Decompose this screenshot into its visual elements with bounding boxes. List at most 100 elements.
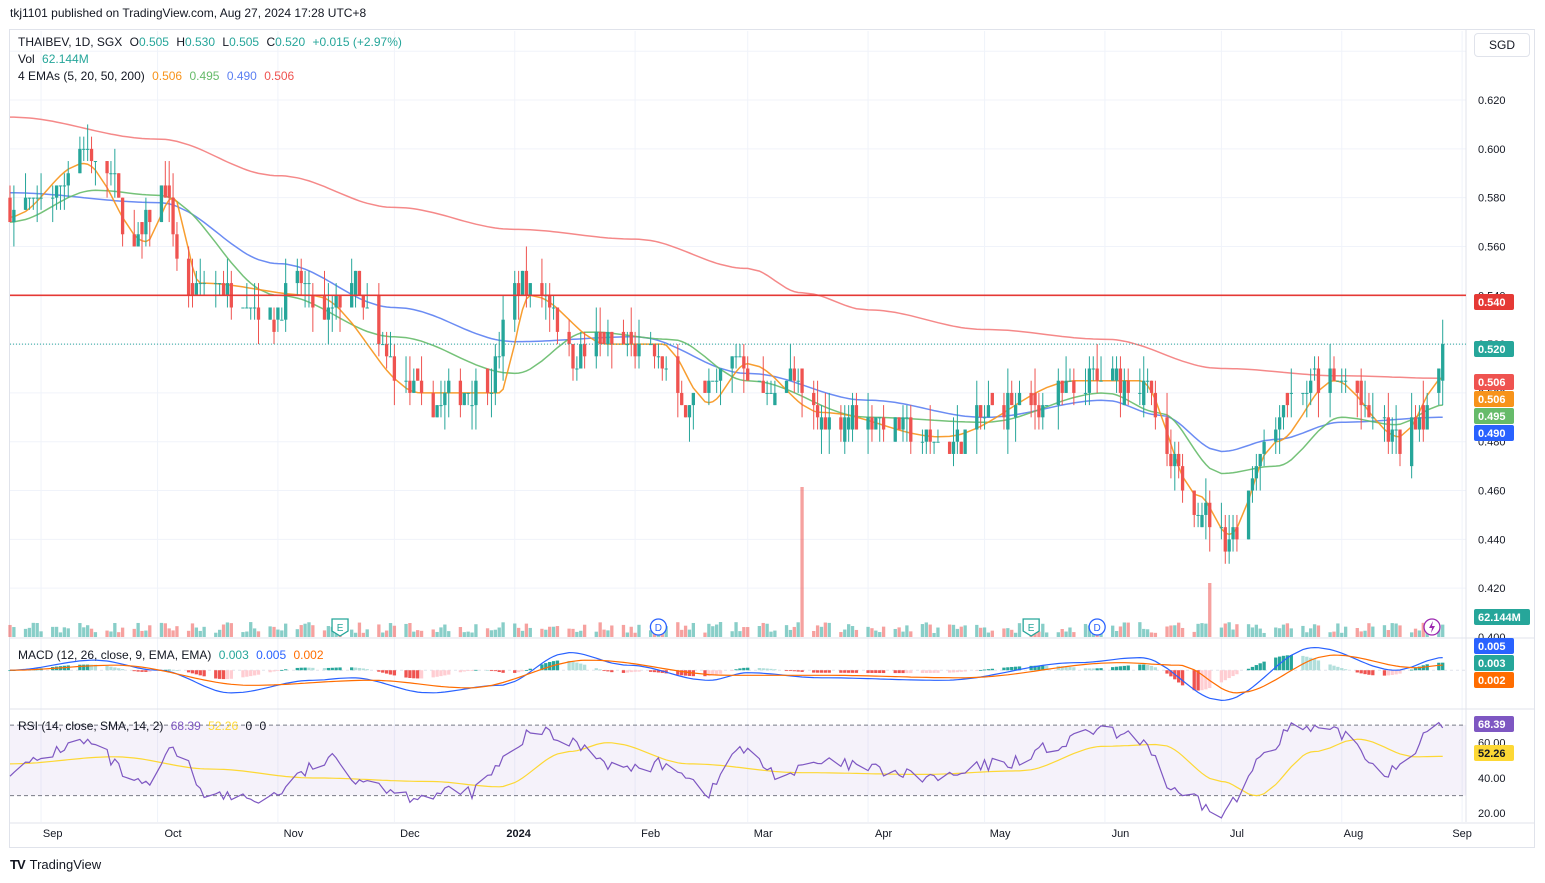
volume-bar <box>897 627 901 637</box>
candle-body <box>742 356 746 369</box>
volume-bar <box>1441 624 1445 637</box>
candle-body <box>1305 392 1309 394</box>
macd-histogram-bar <box>1083 668 1088 671</box>
candle-body <box>404 380 408 382</box>
candle-body <box>1382 417 1387 419</box>
macd-histogram-bar <box>513 670 517 673</box>
macd-histogram-bar <box>812 670 816 673</box>
candle-body <box>322 295 327 320</box>
volume-bar <box>847 624 851 637</box>
ema-legend[interactable]: 4 EMAs (5, 20, 50, 200) 0.506 0.495 0.49… <box>18 69 298 83</box>
volume-bar <box>691 622 696 637</box>
candle-body <box>959 441 963 454</box>
volume-bar <box>439 627 443 637</box>
volume-bar <box>1087 625 1092 637</box>
volume-bar <box>381 632 385 637</box>
candle-body <box>1390 429 1394 442</box>
volume-bar <box>555 626 560 637</box>
hline-price-tag: 0.540 <box>1478 297 1506 309</box>
candle-body <box>1145 380 1150 382</box>
macd-histogram-bar <box>303 667 307 671</box>
macd-signal-tag: 0.002 <box>1478 675 1506 687</box>
macd-histogram-bar <box>1114 666 1119 671</box>
candle-body <box>485 368 490 393</box>
volume-bar <box>466 631 470 637</box>
macd-histogram-bar <box>874 670 878 673</box>
volume-bar <box>1359 631 1363 637</box>
macd-histogram-bar <box>734 669 738 671</box>
candle-body <box>656 356 661 358</box>
event-marker-letter: E <box>337 623 344 634</box>
volume-bar <box>474 624 478 637</box>
close-price-tag: 0.520 <box>1478 344 1506 356</box>
candle-body <box>909 417 913 442</box>
volume-bar <box>408 623 412 637</box>
candle-body <box>439 405 443 407</box>
candle-body <box>353 270 358 296</box>
macd-histogram-bar <box>1254 665 1258 671</box>
macd-line <box>10 646 1443 702</box>
candle-body <box>54 185 59 198</box>
volume-bar <box>1417 630 1422 637</box>
macd-histogram-bar <box>1002 667 1006 671</box>
macd-histogram-bar <box>202 670 206 677</box>
macd-histogram-bar <box>901 670 905 674</box>
volume-bar <box>1126 622 1130 637</box>
tradingview-footer[interactable]: TV TradingView <box>10 857 101 872</box>
macd-histogram-bar <box>404 670 408 678</box>
price-tick-label: 0.420 <box>1478 583 1506 595</box>
volume-bar <box>31 622 35 637</box>
macd-histogram-bar <box>1367 670 1371 675</box>
volume-bar <box>881 626 886 637</box>
volume-bar <box>905 625 909 637</box>
volume-bar <box>1258 628 1262 637</box>
volume-bar <box>1173 625 1177 637</box>
volume-bar <box>132 628 136 637</box>
price-tick-label: 0.440 <box>1478 534 1506 546</box>
currency-button[interactable]: SGD <box>1474 33 1530 57</box>
chart-frame[interactable] <box>9 29 1535 848</box>
volume-bar <box>416 630 420 637</box>
rsi-band-fill <box>10 725 1466 796</box>
macd-histogram-bar <box>629 670 633 673</box>
macd-histogram-bar <box>843 670 847 673</box>
volume-bar <box>870 628 874 637</box>
volume-bar <box>1192 631 1196 637</box>
candle-body <box>812 392 816 406</box>
candle-body <box>540 283 544 296</box>
candle-body <box>311 295 315 308</box>
volume-bar <box>1072 632 1076 637</box>
macd-histogram-bar <box>1177 670 1181 683</box>
candle-body <box>1254 466 1258 479</box>
volume-legend[interactable]: Vol 62.144M <box>18 52 93 66</box>
macd-legend[interactable]: MACD (12, 26, close, 9, EMA, EMA) 0.003 … <box>18 648 328 662</box>
volume-bar <box>485 628 490 637</box>
volume-bar <box>113 623 117 637</box>
candle-body <box>1045 405 1049 407</box>
candle-body <box>299 270 303 284</box>
volume-bar <box>54 626 59 637</box>
candle-body <box>1149 380 1154 393</box>
volume-bar <box>109 631 113 637</box>
macd-histogram-bar <box>982 669 987 671</box>
candle-body <box>89 148 94 162</box>
volume-bar <box>1336 623 1340 637</box>
macd-histogram-bar <box>439 670 443 677</box>
macd-histogram-bar <box>878 670 882 674</box>
volume-bar <box>540 628 544 637</box>
symbol-name[interactable]: THAIBEV, 1D, SGX <box>18 35 123 49</box>
candle-body <box>1114 368 1119 381</box>
macd-histogram-bar <box>1262 661 1266 671</box>
candle-body <box>687 405 692 418</box>
macd-histogram-bar <box>955 670 960 673</box>
volume-bar <box>683 625 688 637</box>
volume-bar <box>117 632 121 637</box>
symbol-legend[interactable]: THAIBEV, 1D, SGX O0.505 H0.530 L0.505 C0… <box>18 35 406 49</box>
volume-bar <box>140 630 144 637</box>
volume-bar <box>1083 623 1088 637</box>
rsi-legend[interactable]: RSI (14, close, SMA, 14, 2) 68.39 52.26 … <box>18 719 270 733</box>
candle-body <box>1417 417 1422 430</box>
volume-bar <box>1111 625 1115 637</box>
volume-bar <box>144 630 148 637</box>
